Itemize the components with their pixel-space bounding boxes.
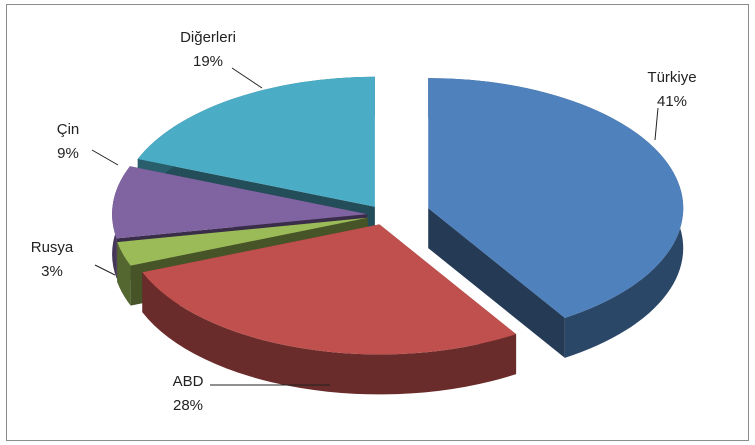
slice xyxy=(428,78,684,318)
leader-line xyxy=(231,67,263,89)
data-label-value: 3% xyxy=(41,263,63,280)
slice-side xyxy=(428,208,565,358)
leader-line xyxy=(94,264,116,276)
leader-line xyxy=(654,107,659,141)
data-label-name: Çin xyxy=(57,121,80,138)
data-label-value: 41% xyxy=(657,93,687,110)
slice xyxy=(117,217,368,266)
data-label-name: ABD xyxy=(173,373,204,390)
slice-wall xyxy=(142,272,517,395)
slice xyxy=(137,76,375,207)
data-label-value: 28% xyxy=(173,397,203,414)
data-label-value: 9% xyxy=(57,145,79,162)
pie xyxy=(112,76,684,395)
data-label-name: Türkiye xyxy=(647,69,696,86)
leader-line xyxy=(91,149,119,166)
slice-wall xyxy=(117,242,131,306)
data-label-name: Rusya xyxy=(31,239,74,256)
data-label-name: Diğerleri xyxy=(180,29,236,46)
data-label-value: 19% xyxy=(193,53,223,70)
slice xyxy=(112,166,368,239)
slice xyxy=(142,224,517,355)
labels: Türkiye 41% ABD 28% Rusya 3% Çin 9% Diğerleri 19% xyxy=(31,29,697,414)
